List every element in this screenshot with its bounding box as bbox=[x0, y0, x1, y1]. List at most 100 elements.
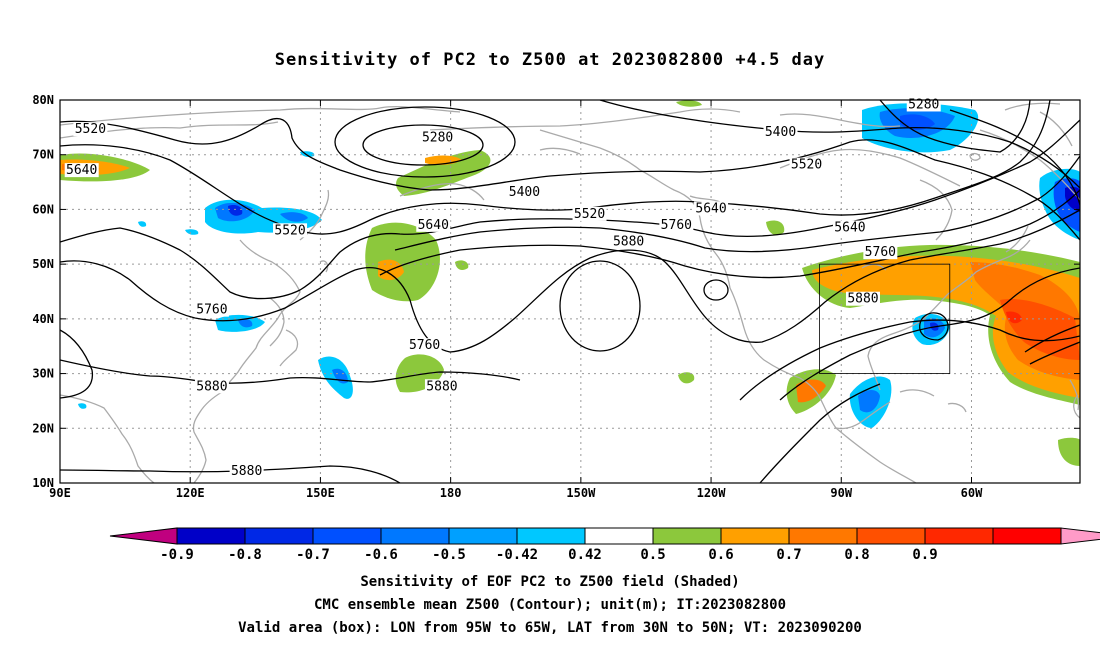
colorbar-label: 0.7 bbox=[776, 547, 801, 563]
contour-label-bg bbox=[416, 217, 451, 232]
coastline bbox=[729, 287, 801, 379]
coastline bbox=[969, 152, 981, 161]
contour-label: 5400 bbox=[765, 125, 796, 140]
shade-positive bbox=[766, 220, 785, 236]
contour-5880-a bbox=[60, 209, 1080, 353]
contour-label-bg bbox=[194, 302, 229, 317]
coastline bbox=[919, 179, 953, 241]
shade-negative bbox=[78, 403, 87, 409]
contour-label: 5880 bbox=[426, 379, 457, 394]
lat-tick-label: 80N bbox=[32, 93, 54, 107]
colorbar-box bbox=[448, 527, 518, 545]
colorbar-arrow-left bbox=[109, 527, 178, 545]
colorbar-boxes bbox=[109, 527, 1100, 545]
contour-label: 5640 bbox=[834, 221, 865, 236]
shade-negative bbox=[280, 212, 308, 222]
colorbar-box bbox=[176, 527, 246, 545]
contour-label: 5520 bbox=[574, 207, 605, 222]
coastline bbox=[835, 427, 917, 483]
contour-5940-east2 bbox=[1029, 341, 1080, 365]
colorbar-box bbox=[244, 527, 314, 545]
lat-tick-label: 20N bbox=[32, 421, 54, 435]
coastline bbox=[1069, 379, 1080, 411]
caption-shading: Sensitivity of EOF PC2 to Z500 field (Sh… bbox=[360, 574, 740, 590]
colorbar-box bbox=[924, 527, 994, 545]
contour-label: 5520 bbox=[791, 158, 822, 173]
contour-label-bg bbox=[507, 185, 542, 200]
valid-area-box bbox=[819, 263, 951, 374]
colorbar-label: 0.5 bbox=[640, 547, 665, 563]
contour-label-bg bbox=[273, 223, 308, 238]
contour-label: 5760 bbox=[409, 338, 440, 353]
lon-tick-label: 150W bbox=[566, 486, 596, 500]
colorbar-box bbox=[652, 527, 722, 545]
contour-label: 5640 bbox=[66, 163, 97, 178]
coastline bbox=[429, 108, 741, 131]
contour-label: 5760 bbox=[661, 218, 692, 233]
lat-tick-label: 70N bbox=[32, 148, 54, 162]
colorbar-label: -0.8 bbox=[228, 547, 262, 563]
contour-label-bg bbox=[407, 338, 442, 353]
colorbar-box bbox=[380, 527, 450, 545]
colorbar-box bbox=[856, 527, 926, 545]
contour-label-bg bbox=[420, 130, 455, 145]
shade-positive bbox=[676, 100, 702, 107]
contour-label-bg bbox=[845, 291, 880, 306]
colorbar-label: -0.6 bbox=[364, 547, 398, 563]
contour-5760-a bbox=[60, 119, 1080, 300]
contour-5280-west bbox=[362, 124, 484, 166]
coastline bbox=[835, 401, 891, 430]
map-frame bbox=[59, 99, 1081, 484]
coastline bbox=[399, 182, 485, 201]
contour-5760-c bbox=[919, 312, 949, 341]
contour-label: 5880 bbox=[231, 464, 262, 479]
axis-ticks: 90E 120E 150E 180 150W 120W 90W 60W 10N 20N 30N 40N… bbox=[32, 93, 1080, 500]
colorbar-label: 0.8 bbox=[844, 547, 869, 563]
lon-tick-label: 120E bbox=[176, 486, 205, 500]
contour-5940-east bbox=[1024, 324, 1080, 353]
coastline bbox=[539, 129, 641, 171]
colorbar-label: -0.42 bbox=[496, 547, 538, 563]
coastline bbox=[539, 147, 581, 155]
contour-5400-west bbox=[334, 106, 516, 178]
contour-label-bg bbox=[763, 124, 798, 139]
shade-negative bbox=[858, 390, 880, 413]
coastline bbox=[947, 402, 967, 413]
coastline bbox=[1005, 225, 1029, 253]
contour-label: 5280 bbox=[422, 130, 453, 145]
colorbar-box bbox=[516, 527, 586, 545]
shade-negative bbox=[900, 114, 935, 130]
contour-5880-cut bbox=[703, 279, 729, 301]
contour-label-bg bbox=[424, 379, 459, 394]
colorbar-box bbox=[992, 527, 1062, 545]
contour-5640 bbox=[60, 100, 1051, 235]
contour-label-bg bbox=[611, 234, 646, 249]
shade-positive bbox=[396, 150, 491, 196]
contour-label-bg bbox=[64, 163, 99, 178]
contour-label: 5520 bbox=[75, 122, 106, 137]
coastline bbox=[867, 293, 949, 391]
colorbar-box bbox=[312, 527, 382, 545]
sensitivity-shading bbox=[60, 100, 1080, 466]
shade-positive bbox=[1058, 437, 1080, 466]
colorbar-box bbox=[584, 527, 654, 545]
lat-tick-label: 10N bbox=[32, 476, 54, 490]
caption-contour: CMC ensemble mean Z500 (Contour); unit(m… bbox=[313, 597, 786, 613]
coastline bbox=[221, 239, 301, 393]
shade-negative bbox=[228, 204, 243, 216]
contour-label-bg bbox=[832, 220, 867, 235]
contour-5880-f bbox=[759, 383, 881, 483]
z500-contours bbox=[60, 100, 1080, 483]
lon-tick-label: 180 bbox=[440, 486, 462, 500]
contour-label: 5280 bbox=[908, 97, 939, 112]
coastline bbox=[1073, 394, 1080, 419]
shade-positive bbox=[455, 260, 469, 270]
shade-positive bbox=[678, 372, 695, 384]
lat-tick-label: 60N bbox=[32, 202, 54, 216]
contour-label-bg bbox=[694, 201, 729, 216]
shade-negative bbox=[318, 356, 353, 399]
contour-5520-east bbox=[949, 109, 1080, 206]
contour-label-bg bbox=[906, 97, 941, 112]
coastline bbox=[269, 297, 285, 347]
